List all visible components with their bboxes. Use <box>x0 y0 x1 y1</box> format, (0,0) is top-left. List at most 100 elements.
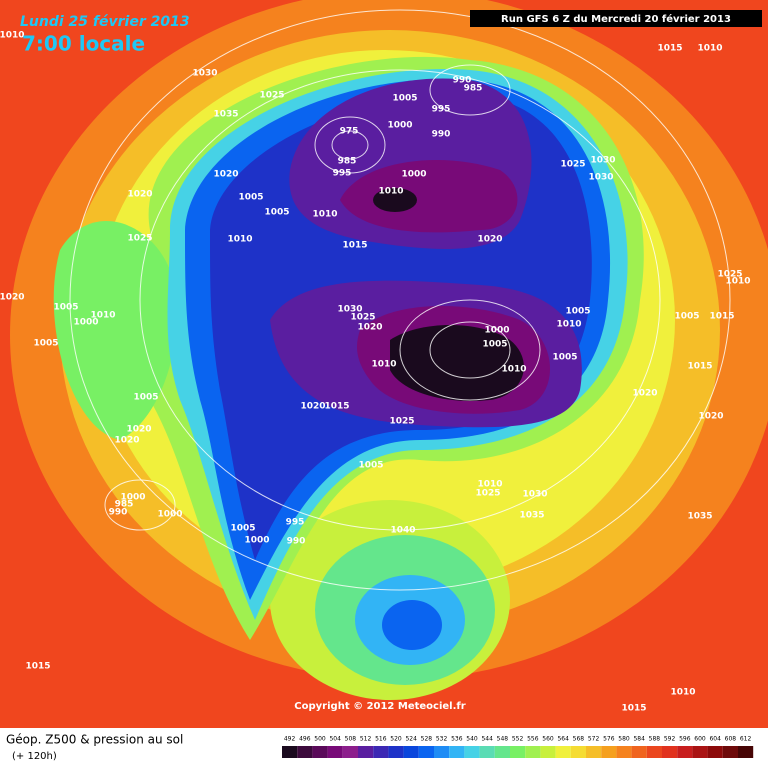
colorbar-label: 612 <box>740 736 752 743</box>
pressure-label: 1010 <box>477 480 502 490</box>
pressure-label: 1020 <box>632 389 657 399</box>
colorbar-swatch <box>434 746 450 758</box>
colorbar-label: 568 <box>573 736 585 743</box>
pressure-label: 1010 <box>378 187 403 197</box>
contour-magenta-north <box>340 160 518 233</box>
pressure-label: 1030 <box>522 490 547 500</box>
colorbar-swatch <box>373 746 389 758</box>
colorbar-swatch <box>479 746 495 758</box>
pressure-label: 1005 <box>552 353 577 363</box>
colorbar-swatch <box>616 746 632 758</box>
pressure-label: 1020 <box>126 425 151 435</box>
pressure-label: 1020 <box>477 235 502 245</box>
colorbar-label: 544 <box>481 736 493 743</box>
pressure-label: 1000 <box>484 326 509 336</box>
colorbar-swatch <box>510 746 526 758</box>
isobar <box>429 321 511 379</box>
pressure-label: 990 <box>432 130 451 140</box>
pressure-label: 1020 <box>213 170 238 180</box>
colorbar-swatch <box>601 746 617 758</box>
pressure-label: 1020 <box>698 412 723 422</box>
colorbar-label: 600 <box>694 736 706 743</box>
contour-core-north <box>373 188 417 212</box>
pressure-label: 990 <box>109 508 128 518</box>
pressure-label: 995 <box>333 169 352 179</box>
pressure-label: 1035 <box>519 511 544 521</box>
pressure-label: 1020 <box>300 402 325 412</box>
isobar <box>399 299 541 401</box>
colorbar-label: 500 <box>314 736 326 743</box>
pressure-label: 1010 <box>312 210 337 220</box>
pressure-label: 985 <box>464 84 483 94</box>
colorbar-label: 512 <box>360 736 372 743</box>
colorbar-swatch <box>646 746 662 758</box>
colorbar-swatch <box>692 746 708 758</box>
pressure-label: 1015 <box>621 704 646 714</box>
pressure-label: 1025 <box>717 270 742 280</box>
colorbar-swatch <box>282 746 298 758</box>
pressure-label: 1020 <box>127 190 152 200</box>
pressure-label: 1015 <box>342 241 367 251</box>
colorbar-swatch <box>570 746 586 758</box>
colorbar-label: 564 <box>557 736 569 743</box>
pressure-label: 1000 <box>157 510 182 520</box>
colorbar-label: 504 <box>329 736 341 743</box>
pressure-label: 1000 <box>244 536 269 546</box>
pressure-label: 1015 <box>25 662 50 672</box>
isobar <box>331 130 369 160</box>
isobar <box>69 9 731 591</box>
pressure-label: 1005 <box>565 307 590 317</box>
pressure-label: 1000 <box>387 121 412 131</box>
colorbar-label: 532 <box>436 736 448 743</box>
colorbar-label: 588 <box>649 736 661 743</box>
isobar <box>314 116 386 174</box>
colorbar-label: 508 <box>345 736 357 743</box>
colorbar-swatch <box>707 746 723 758</box>
pressure-label: 1030 <box>588 173 613 183</box>
pressure-label: 1025 <box>350 313 375 323</box>
pressure-label: 1025 <box>259 91 284 101</box>
pressure-label: 1005 <box>33 339 58 349</box>
pressure-label: 1005 <box>238 193 263 203</box>
colorbar-swatch <box>525 746 541 758</box>
colorbar-swatch <box>722 746 738 758</box>
pressure-label: 1015 <box>657 44 682 54</box>
colorbar-swatch <box>494 746 510 758</box>
colorbar-swatch <box>662 746 678 758</box>
pressure-label: 1000 <box>73 318 98 328</box>
pressure-label: 1005 <box>392 94 417 104</box>
pressure-label: 995 <box>432 105 451 115</box>
colorbar-label: 528 <box>421 736 433 743</box>
colorbar-label: 560 <box>542 736 554 743</box>
pressure-label: 995 <box>286 518 305 528</box>
pressure-label: 1035 <box>687 512 712 522</box>
pressure-label: 975 <box>340 127 359 137</box>
pressure-label: 1030 <box>590 156 615 166</box>
legend-subtitle: (+ 120h) <box>12 751 57 762</box>
pressure-label: 990 <box>453 76 472 86</box>
colorbar-label: 592 <box>664 736 676 743</box>
colorbar-swatch <box>312 746 328 758</box>
pressure-label: 1025 <box>560 160 585 170</box>
pressure-label: 1010 <box>90 311 115 321</box>
colorbar-label: 556 <box>527 736 539 743</box>
map-date: Lundi 25 février 2013 <box>20 14 190 30</box>
pressure-label: 1005 <box>482 340 507 350</box>
colorbar-swatch <box>449 746 465 758</box>
colorbar: 492 496 500 504 508 512 516 520 524 528 532 536 540 5… <box>282 736 754 758</box>
pressure-label: 1020 <box>357 323 382 333</box>
colorbar-swatch <box>388 746 404 758</box>
colorbar-label: 580 <box>618 736 630 743</box>
legend-title: Géop. Z500 & pression au sol <box>6 733 183 747</box>
contour-core-south <box>390 325 524 401</box>
pressure-label: 1030 <box>192 69 217 79</box>
pressure-label: 1010 <box>371 360 396 370</box>
pressure-label: 985 <box>115 500 134 510</box>
colorbar-label: 492 <box>284 736 296 743</box>
pressure-label: 1010 <box>0 31 25 41</box>
pressure-label: 985 <box>338 157 357 167</box>
colorbar-label: 608 <box>725 736 737 743</box>
isobar <box>104 479 176 531</box>
colorbar-swatch <box>418 746 434 758</box>
colorbar-label: 516 <box>375 736 387 743</box>
